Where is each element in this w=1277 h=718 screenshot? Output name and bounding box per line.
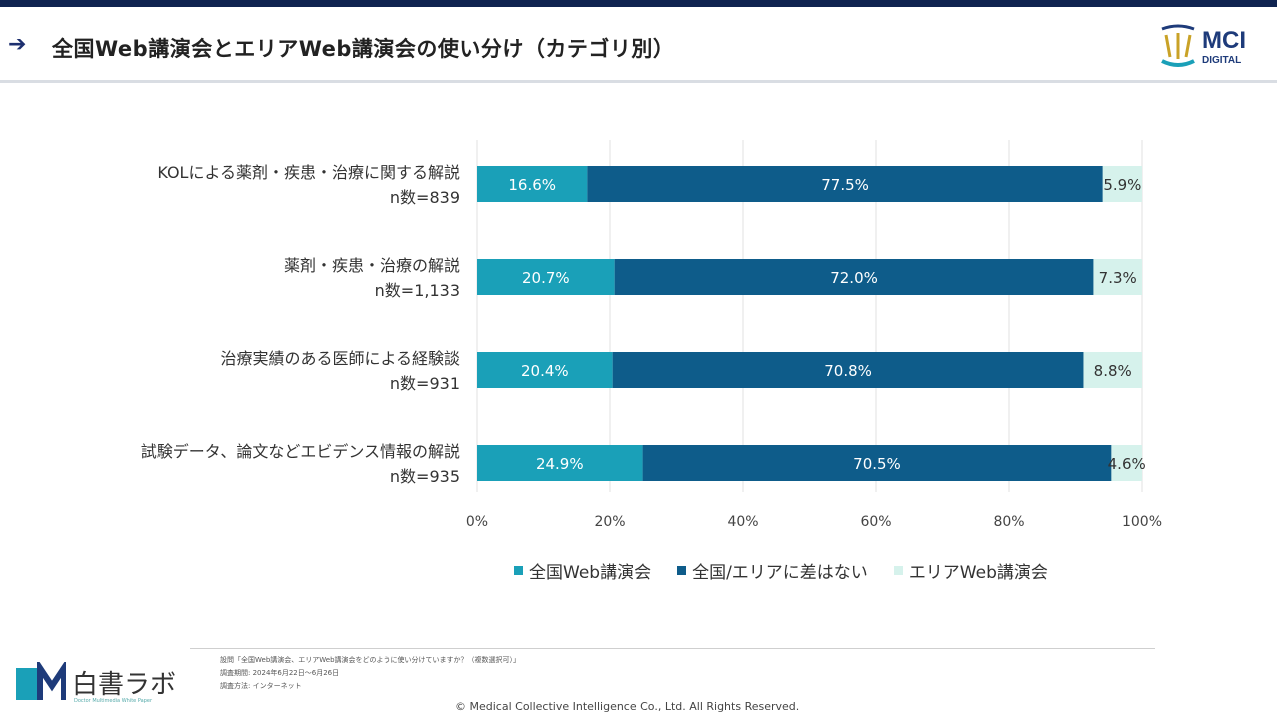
category-label: 薬剤・疾患・治療の解説 — [284, 256, 460, 275]
mci-logo-icon — [1161, 24, 1195, 67]
bar-segment — [477, 445, 643, 481]
brand-name: 白書ラボ — [72, 670, 177, 700]
legend-swatch-no-difference — [677, 566, 687, 575]
x-tick-label: 100% — [1122, 514, 1162, 530]
legend-swatch-national — [514, 566, 523, 575]
data-label: 70.5% — [853, 455, 901, 473]
bar-segment — [642, 445, 1112, 481]
page-title: 全国Web講演会とエリアWeb講演会の使い分け（カテゴリ別） — [52, 37, 675, 61]
data-label: 24.9% — [536, 455, 584, 473]
data-label: 77.5% — [821, 176, 869, 194]
bar-segment — [612, 352, 1084, 388]
legend-swatch-area — [893, 566, 903, 575]
bar-segment — [477, 166, 588, 202]
x-tick-label: 80% — [993, 514, 1024, 530]
data-label: 8.8% — [1094, 362, 1132, 380]
legend-item-no-difference: 全国/エリアに差はない — [677, 558, 868, 583]
category-sample-size: n数=935 — [390, 467, 460, 486]
data-label: 70.8% — [824, 362, 872, 380]
logo-name: MCI — [1202, 27, 1246, 54]
category-sample-size: n数=1,133 — [375, 281, 460, 300]
bar-segment — [1083, 352, 1142, 388]
brand-sub: Doctor Multimedia White Paper — [74, 698, 152, 704]
hakusho-labo-logo: 白書ラボ Doctor Multimedia White Paper — [14, 658, 194, 708]
category-label: 治療実績のある医師による経験談 — [220, 349, 460, 368]
category-label: 試験データ、論文などエビデンス情報の解説 — [141, 442, 460, 461]
x-tick-label: 0% — [466, 514, 488, 530]
data-label: 20.7% — [522, 269, 570, 287]
bar-segment — [1093, 259, 1142, 295]
chart-legend: 全国Web講演会 全国/エリアに差はない エリアWeb講演会 — [514, 558, 1048, 583]
survey-note-method: 調査方法: インターネット — [220, 682, 302, 690]
copyright-text: © Medical Collective Intelligence Co., L… — [455, 700, 800, 713]
top-accent-bar — [0, 0, 1277, 7]
survey-note-period: 調査期間: 2024年6月22日〜6月26日 — [220, 669, 340, 677]
x-tick-label: 40% — [727, 514, 758, 530]
x-tick-label: 20% — [594, 514, 625, 530]
bar-segment — [477, 259, 615, 295]
survey-notes: 設問「全国Web講演会、エリアWeb講演会をどのように使い分けていますか？（複数… — [220, 654, 520, 693]
footer-divider — [190, 648, 1155, 649]
legend-label-no-difference: 全国/エリアに差はない — [692, 563, 868, 583]
bar-segment — [614, 259, 1094, 295]
data-label: 7.3% — [1099, 269, 1137, 287]
bar-segment — [1102, 166, 1142, 202]
data-label: 16.6% — [508, 176, 556, 194]
stacked-bar-chart: 0% 20% 40% 60% 80% 100% KOLによる薬剤・疾患・治療に関する解説 n数… — [141, 140, 1162, 530]
legend-item-area: エリアWeb講演会 — [893, 558, 1048, 583]
category-sample-size: n数=839 — [390, 188, 460, 207]
data-label: 5.9% — [1103, 176, 1141, 194]
data-label: 4.6% — [1108, 455, 1146, 473]
arrow-right-icon: ➔ — [8, 32, 27, 57]
page-header: ➔ 全国Web講演会とエリアWeb講演会の使い分け（カテゴリ別） MCI DIG… — [0, 7, 1277, 83]
hakusho-logo-icon — [16, 658, 67, 700]
category-sample-size: n数=931 — [390, 374, 460, 393]
x-tick-label: 60% — [860, 514, 891, 530]
survey-note-question: 設問「全国Web講演会、エリアWeb講演会をどのように使い分けていますか？（複数… — [220, 656, 521, 664]
legend-item-national: 全国Web講演会 — [514, 558, 651, 583]
legend-label-national: 全国Web講演会 — [529, 563, 652, 583]
category-label: KOLによる薬剤・疾患・治療に関する解説 — [157, 163, 460, 182]
bar-segment — [1111, 445, 1142, 481]
bar-segment — [477, 352, 613, 388]
data-label: 72.0% — [830, 269, 878, 287]
data-label: 20.4% — [521, 362, 569, 380]
bar-segment — [587, 166, 1103, 202]
legend-label-area: エリアWeb講演会 — [908, 563, 1048, 583]
logo-sub: DIGITAL — [1202, 55, 1242, 66]
mci-digital-logo: MCI DIGITAL — [1158, 21, 1268, 73]
